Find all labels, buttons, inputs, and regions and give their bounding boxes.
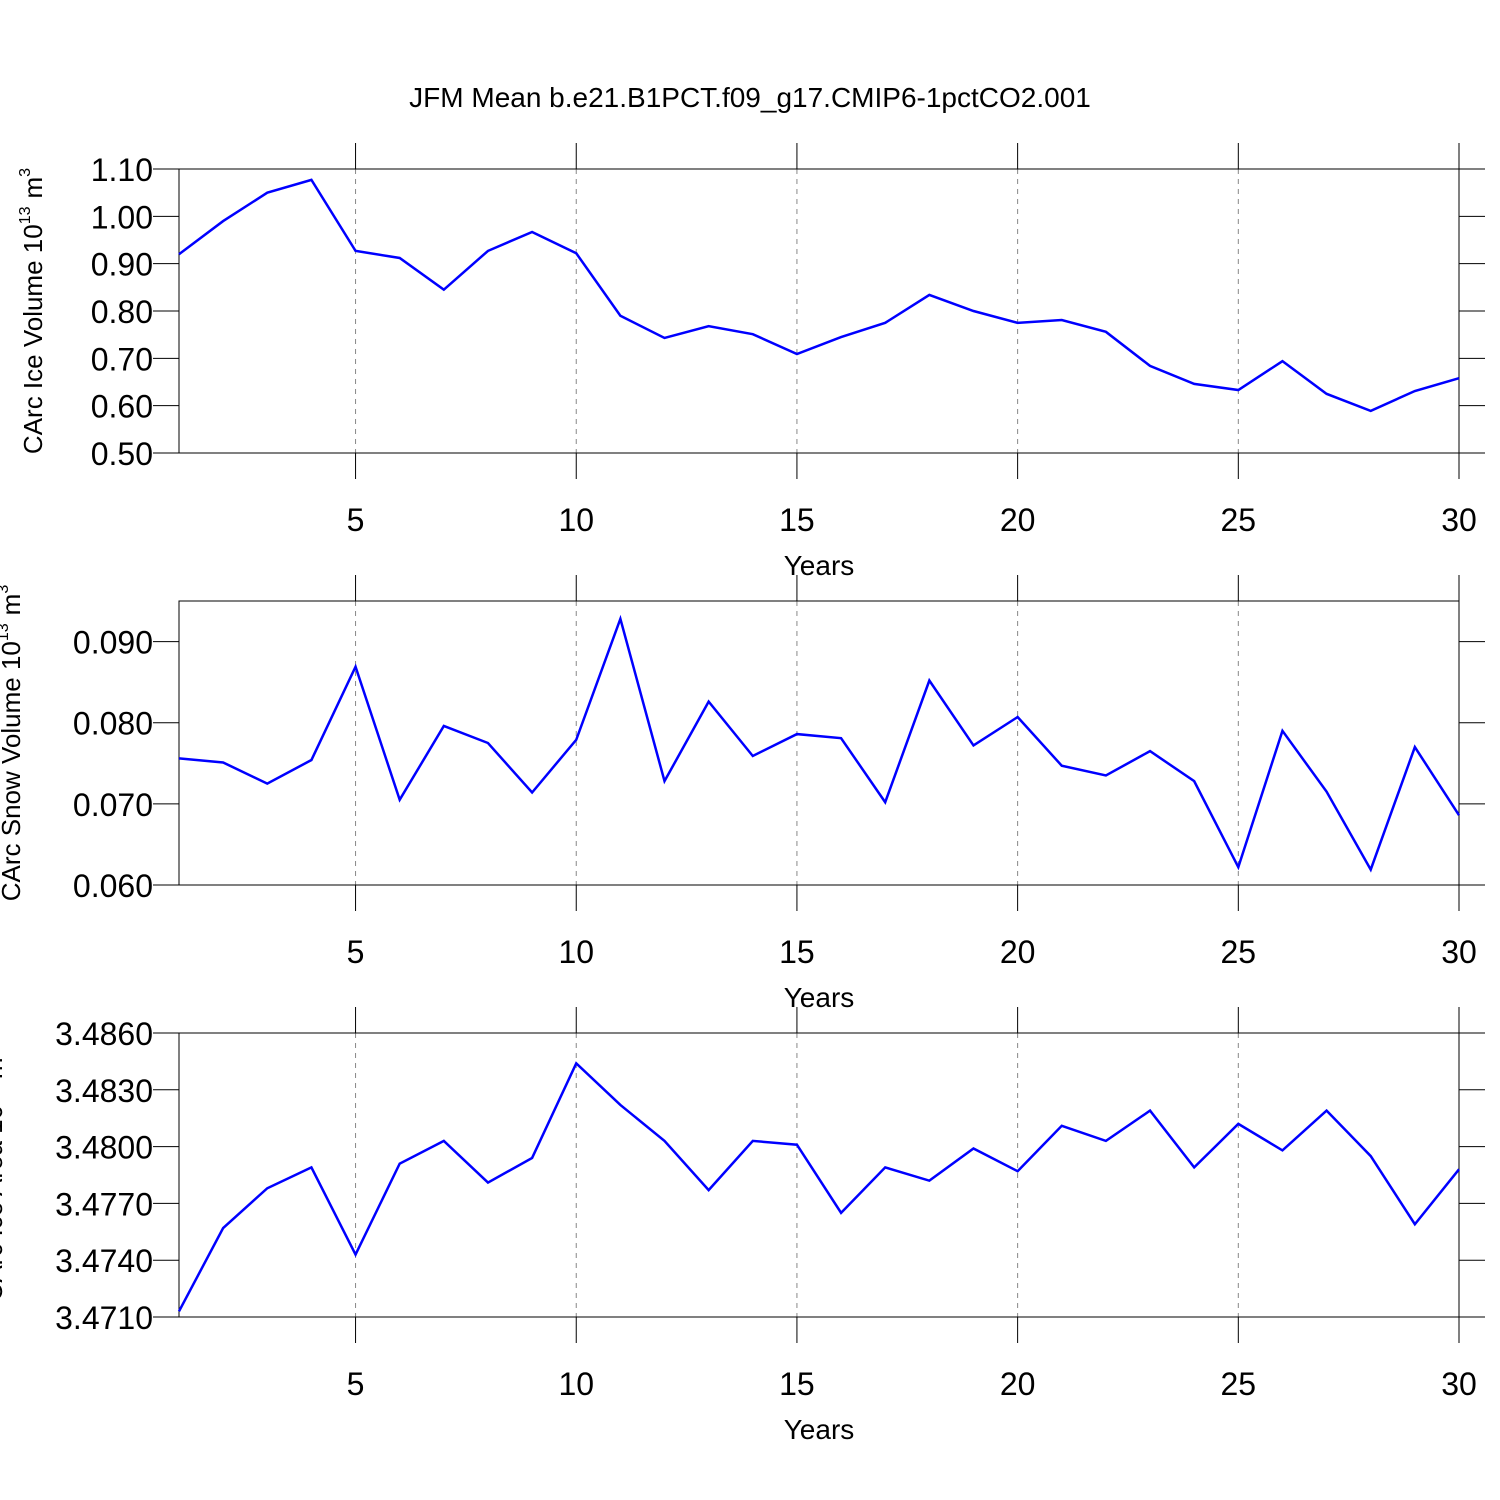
- plot-frame: [178, 1032, 1460, 1318]
- y-tick-label: 1.10: [91, 152, 153, 188]
- x-tick-label: 30: [1441, 502, 1477, 538]
- y-axis-label: CArc Snow Volume 1013 m3: [0, 585, 26, 902]
- y-tick-label: 3.4830: [55, 1073, 153, 1109]
- y-axis-label-text: CArc Ice Volume 10: [18, 224, 48, 454]
- y-axis-label-unit: m: [0, 594, 26, 616]
- y-tick-label: 3.4800: [55, 1130, 153, 1166]
- x-tick-label: 10: [558, 934, 594, 970]
- y-tick-label: 0.080: [73, 706, 153, 742]
- x-tick-label: 20: [1000, 934, 1036, 970]
- y-tick-label: 0.60: [91, 389, 153, 425]
- x-tick-label: 20: [1000, 502, 1036, 538]
- x-axis-label: Years: [784, 550, 855, 581]
- y-axis-label-exp: 13: [17, 206, 34, 224]
- y-axis-label: CArc Ice Volume 1013 m3: [17, 168, 48, 454]
- x-tick-label: 5: [347, 1366, 365, 1402]
- y-axis-label-text: CArc Ice Area 10: [0, 1105, 8, 1302]
- x-tick-label: 5: [347, 934, 365, 970]
- y-tick-label: 0.060: [73, 868, 153, 904]
- y-axis-label-unit: m: [0, 1057, 8, 1079]
- y-tick-label: 0.50: [91, 436, 153, 472]
- y-axis-label-text: CArc Snow Volume 10: [0, 641, 26, 901]
- x-tick-label: 15: [779, 934, 815, 970]
- series-line: [178, 178, 1460, 413]
- y-tick-label: 3.4740: [55, 1243, 153, 1279]
- y-tick-label: 3.4710: [55, 1300, 153, 1336]
- y-axis-label-unit-exp: 3: [0, 585, 12, 594]
- x-axis-label: Years: [784, 1414, 855, 1445]
- x-tick-label: 30: [1441, 934, 1477, 970]
- y-axis-label-unit-exp: 3: [17, 168, 34, 177]
- x-tick-label: 25: [1221, 502, 1257, 538]
- series-line: [177, 1061, 1460, 1312]
- y-tick-label: 0.070: [73, 787, 153, 823]
- x-axis-label: Years: [784, 982, 855, 1013]
- y-tick-label: 0.90: [91, 247, 153, 283]
- x-tick-label: 10: [558, 502, 594, 538]
- plot-frame: [178, 168, 1460, 454]
- x-tick-label: 25: [1221, 934, 1257, 970]
- plot-frame: [178, 600, 1460, 886]
- x-tick-label: 20: [1000, 1366, 1036, 1402]
- y-tick-label: 3.4860: [55, 1016, 153, 1052]
- series-line: [178, 614, 1461, 873]
- x-tick-label: 10: [558, 1366, 594, 1402]
- y-axis-label-unit: m: [18, 177, 48, 199]
- y-axis-label: CArc Ice Area 1013m2: [0, 1048, 8, 1301]
- x-tick-label: 15: [779, 502, 815, 538]
- x-tick-label: 25: [1221, 1366, 1257, 1402]
- y-tick-label: 0.80: [91, 294, 153, 330]
- y-tick-label: 0.70: [91, 341, 153, 377]
- figure-title: JFM Mean b.e21.B1PCT.f09_g17.CMIP6-1pctC…: [409, 82, 1091, 113]
- x-tick-label: 5: [347, 502, 365, 538]
- y-axis-label-exp: 13: [0, 623, 12, 641]
- x-tick-label: 30: [1441, 1366, 1477, 1402]
- x-tick-label: 15: [779, 1366, 815, 1402]
- y-tick-label: 1.00: [91, 199, 153, 235]
- y-tick-label: 0.090: [73, 625, 153, 661]
- y-tick-label: 3.4770: [55, 1186, 153, 1222]
